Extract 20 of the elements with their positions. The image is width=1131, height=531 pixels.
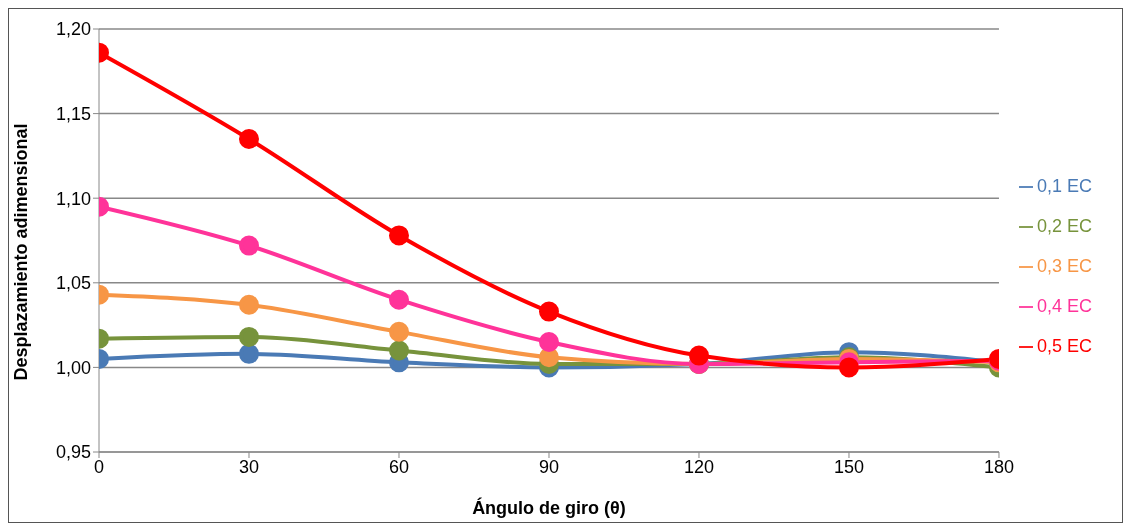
legend-label: 0,3 EC (1036, 255, 1092, 276)
y-tick-label: 1,10 (55, 188, 91, 209)
legend-label: 0,1 EC (1036, 175, 1092, 196)
x-tick-label: 120 (683, 456, 714, 477)
x-tick-label: 150 (833, 456, 864, 477)
y-axis-title: Desplazamiento adimensional (11, 123, 32, 381)
y-tick-label: 1,00 (55, 357, 91, 378)
legend-label: 0,4 EC (1036, 295, 1092, 316)
x-tick-label: 90 (538, 456, 559, 477)
y-tick-label: 1,15 (55, 103, 91, 124)
x-tick-label: 0 (93, 456, 105, 477)
x-tick-label: 60 (388, 456, 410, 477)
y-tick-label: 1,05 (55, 273, 91, 294)
x-tick-label: 30 (238, 456, 260, 477)
y-tick-label: 0,95 (55, 442, 91, 463)
legend-label: 0,2 EC (1036, 215, 1092, 236)
y-tick-label: 1,20 (55, 19, 91, 40)
x-axis-title: Ángulo de giro (θ) (472, 497, 626, 518)
legend-label: 0,5 EC (1036, 335, 1092, 356)
x-tick-label: 180 (983, 456, 1014, 477)
